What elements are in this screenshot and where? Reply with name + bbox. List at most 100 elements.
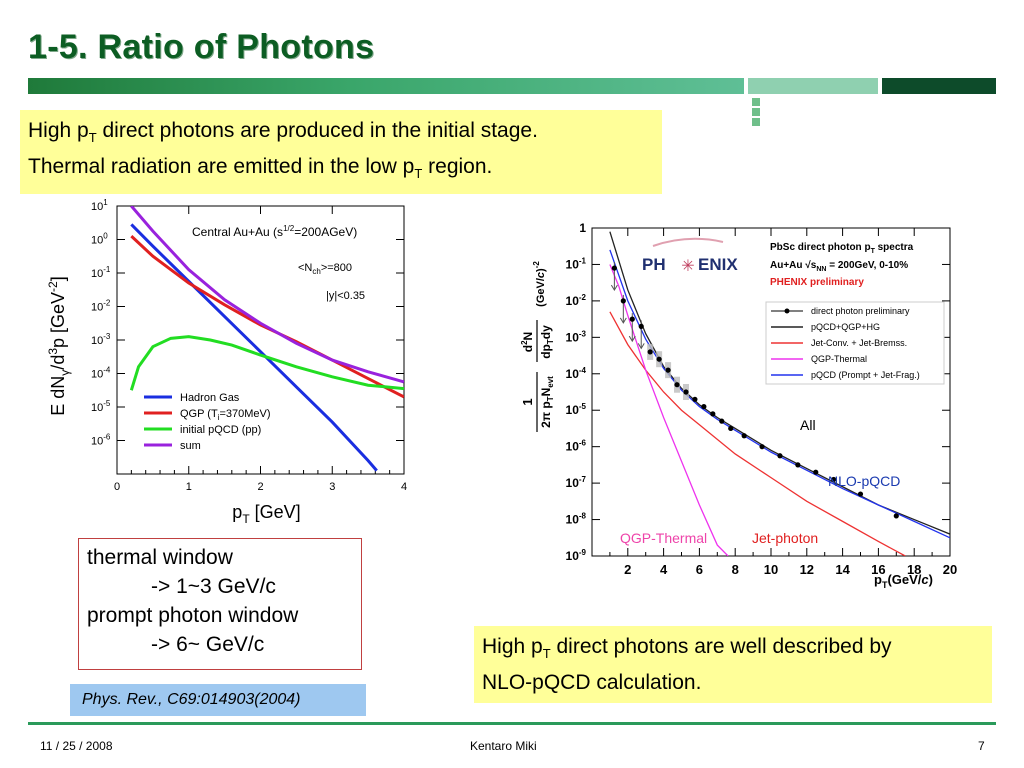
anno-part: =200AGeV) [294, 225, 357, 239]
tick-exponent: -9 [579, 548, 587, 557]
legend-name: initial pQCD (pp) [180, 424, 261, 436]
data-point [831, 476, 837, 483]
data-upper-limit-arrow [619, 317, 627, 324]
tick-exponent: -8 [579, 512, 587, 521]
y-label-num2: d2N [520, 332, 535, 352]
legend-preliminary: PHENIX preliminary [770, 277, 864, 288]
legend-label: QGP (Ti=370MeV) [180, 408, 271, 422]
y-tick-label: 10-8 [566, 512, 587, 527]
footer-author: Kentaro Miki [470, 739, 537, 753]
y-label-sup: 3 [46, 348, 60, 355]
legend-label: sum [180, 440, 201, 452]
x-tick-label: 16 [871, 562, 885, 577]
footer-divider [28, 722, 996, 725]
tick-base: 10 [91, 201, 103, 213]
y-label-den2: dpTdy [539, 325, 555, 359]
annotation-collision: Central Au+Au (s1/2=200AGeV) [192, 224, 357, 239]
anno-part: <N [298, 262, 312, 274]
x-tick-label: 0 [114, 481, 120, 493]
deco-square [752, 108, 760, 116]
legend-name: QGP (T [180, 408, 218, 420]
tick-exponent: -3 [103, 332, 111, 341]
tick-base: 10 [566, 257, 580, 271]
lt-a: PbSc direct photon p [770, 242, 871, 253]
deco-square [752, 118, 760, 126]
units-b: ) [535, 268, 547, 272]
note-bottom-line2: NLO-pQCD calculation. [482, 671, 702, 695]
den-sub2: evt [546, 376, 555, 388]
phenix-star-icon: ✳ [681, 258, 694, 275]
tick-exponent: -2 [579, 293, 587, 302]
y-tick-label: 10-5 [91, 399, 111, 414]
legend-system: Au+Au √sNN = 200GeV, 0-10% [770, 260, 908, 273]
annotation-nlo: NLO-pQCD [828, 473, 900, 489]
legend-label: direct photon preliminary [811, 306, 910, 316]
x-tick-label: 2 [624, 562, 631, 577]
window-line3: prompt photon window [87, 604, 299, 627]
annotation-all: All [800, 417, 816, 433]
data-point [710, 411, 716, 417]
legend-name: Hadron Gas [180, 392, 240, 404]
tick-exponent: 1 [103, 198, 108, 207]
window-box: thermal window -> 1~3 GeV/c prompt photo… [78, 538, 362, 670]
x-label-p: p [874, 572, 882, 587]
legend-sub: i [218, 413, 220, 422]
den-part: 2π p [539, 401, 553, 428]
window-line1: thermal window [87, 546, 233, 569]
x-tick-label: 20 [943, 562, 957, 577]
y-label-denominator: 2π pTNevt [539, 376, 555, 428]
anno-sub: ch [312, 267, 320, 276]
den-sub: T [546, 396, 555, 401]
data-upper-limit-arrow [637, 343, 645, 350]
l2-sub: NN [816, 266, 826, 273]
tick-exponent: -5 [579, 402, 587, 411]
window-line2: -> 1~3 GeV/c [151, 575, 276, 598]
y-tick-label: 10-9 [566, 548, 587, 563]
series-line-jet-conv-jet-bremss- [609, 311, 906, 556]
data-point [647, 349, 653, 355]
num2-sup: 2 [520, 340, 529, 345]
x-tick-label: 1 [186, 481, 192, 493]
y-tick-label: 10-4 [566, 366, 587, 381]
x-tick-label: 10 [764, 562, 778, 577]
legend-marker [784, 308, 790, 314]
deco-square [752, 98, 760, 106]
data-point [719, 418, 725, 424]
l2-s: s [811, 260, 817, 271]
units-a: (GeV/ [535, 278, 547, 307]
footer-page: 7 [978, 739, 985, 753]
anno-sup: 1/2 [283, 224, 295, 233]
tick-exponent: -1 [579, 256, 587, 265]
data-point [692, 396, 698, 402]
tick-base: 10 [566, 403, 580, 417]
x-label-sub: T [882, 580, 888, 590]
legend-label: initial pQCD (pp) [180, 424, 261, 436]
y-tick-label: 10-6 [566, 439, 587, 454]
tick-base: 10 [566, 294, 580, 308]
text: region. [422, 155, 493, 179]
x-tick-label: 8 [732, 562, 739, 577]
x-label-close: ) [929, 572, 933, 587]
tick-base: 10 [91, 335, 103, 347]
text: Thermal radiation are emitted in the low… [28, 155, 415, 179]
data-point [741, 433, 747, 439]
x-label-c: c [921, 572, 929, 587]
y-label-main: E dN [48, 376, 68, 416]
phenix-logo-left: PH [642, 255, 666, 274]
note-top-line2: Thermal radiation are emitted in the low… [28, 152, 654, 188]
legend-rest: =370MeV) [219, 408, 270, 420]
note-top: High pT direct photons are produced in t… [20, 110, 662, 195]
lt-sub: T [871, 248, 876, 255]
legend-name: sum [180, 440, 201, 452]
den-part: N [539, 388, 553, 397]
tick-base: 10 [91, 402, 103, 414]
tick-base: 10 [91, 369, 103, 381]
data-point [683, 389, 689, 395]
data-point [777, 453, 783, 459]
legend-label: pQCD+QGP+HG [811, 322, 880, 332]
tick-base: 10 [566, 367, 580, 381]
annotation-qgp-thermal: QGP-Thermal [620, 530, 707, 546]
footer-date: 11 / 25 / 2008 [40, 739, 113, 753]
data-upper-limit-arrow [610, 284, 618, 292]
